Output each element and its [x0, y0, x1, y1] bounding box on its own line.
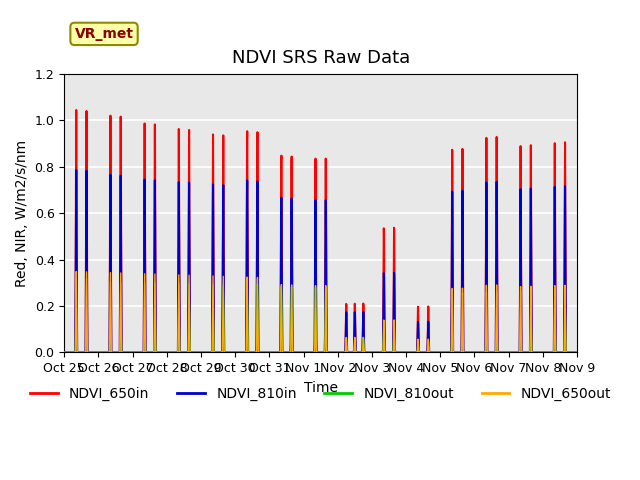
X-axis label: Time: Time — [303, 381, 338, 395]
Text: VR_met: VR_met — [74, 27, 134, 41]
Legend: NDVI_650in, NDVI_810in, NDVI_810out, NDVI_650out: NDVI_650in, NDVI_810in, NDVI_810out, NDV… — [24, 381, 616, 407]
Y-axis label: Red, NIR, W/m2/s/nm: Red, NIR, W/m2/s/nm — [15, 140, 29, 287]
Title: NDVI SRS Raw Data: NDVI SRS Raw Data — [232, 49, 410, 67]
